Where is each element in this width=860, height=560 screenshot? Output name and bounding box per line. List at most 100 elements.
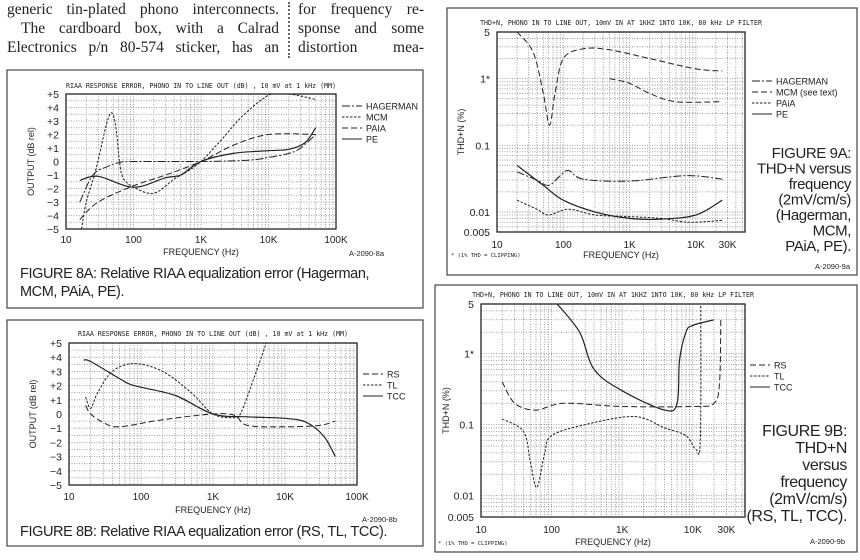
y-tick-label: +4 [50,352,62,364]
x-tick-label: 10 [491,240,503,251]
x-tick-label: 100K [324,235,348,246]
legend-label: RS [387,370,400,380]
series-line-mcm-see-text- [516,32,723,126]
x-tick-label: 1K [616,525,629,536]
article-line: sponse and some [298,20,424,37]
legend-label: PAiA [776,99,795,109]
x-tick-label: 100 [133,492,150,503]
grid [66,94,336,229]
legend-label: HAGERMAN [776,77,828,87]
x-tick-label: 30K [718,525,736,536]
figure-code: A-2090-9b [810,537,845,546]
y-tick-label: +3 [50,366,62,378]
figure-frame [6,69,424,309]
article-line: The cardboard box, with a Calrad [21,20,279,37]
y-tick-label: 5 [484,27,490,39]
plot-area [480,303,746,518]
series-line-mcm-see-text- [609,78,723,103]
figure-caption: (Hagerman, [776,207,851,224]
series-line-hagerman [516,169,723,186]
legend-label: RS [774,361,787,371]
figure-caption: PAiA, PE). [785,238,851,255]
series-line-tcc [556,304,715,412]
figure-caption: versus [802,457,847,474]
article-line: for frequency re- [298,1,424,18]
series-line-rs [501,319,722,411]
y-tick-label: +2 [47,130,59,142]
fig9b-panel: THD+N, PHONO IN TO LINE OUT, 10mV IN AT … [434,284,858,553]
figure-caption: (2mV/cm/s) [769,491,847,508]
x-axis-label: FREQUENCY (Hz) [163,247,239,257]
y-tick-label: +5 [47,89,59,101]
legend-label: TCC [774,383,793,393]
legend-label: PE [776,110,788,120]
y-tick-label: −1 [50,423,62,435]
legend-label: HAGERMAN [366,102,418,112]
series-line-tl [501,304,702,489]
figure-caption: (2mV/cm/s) [778,192,851,209]
x-axis-label: FREQUENCY (Hz) [575,537,651,547]
figure-caption: FIGURE 9A: [772,145,851,162]
x-tick-label: 1K [623,240,636,251]
y-tick-label: 5 [468,299,474,311]
x-tick-label: 100K [345,492,369,503]
figure-caption: THD+N [795,440,847,457]
y-axis-label: THD+N (%) [441,387,451,434]
y-tick-label: 1* [464,349,474,361]
figure-caption: FIGURE 8A: Relative RIAA equalization er… [20,266,369,282]
grid [497,32,745,232]
series-line-tcc [83,359,336,457]
y-tick-label: −3 [50,452,62,464]
chart-title: RIAA RESPONSE ERROR, PHONO IN TO LINE OU… [78,330,348,338]
fig8b-panel: RIAA RESPONSE ERROR, PHONO IN TO LINE OU… [6,319,424,547]
x-tick-label: 1K [207,492,220,503]
x-tick-label: 100 [125,235,142,246]
column-divider [288,2,290,58]
legend-label: PAIA [366,124,386,134]
x-axis-label: FREQUENCY (Hz) [175,505,251,515]
legend-label: MCM (see text) [776,88,838,98]
series-line-paia [516,199,723,223]
y-tick-label: +2 [50,381,62,393]
series-line-pe [79,127,317,188]
figure-caption: frequency [780,474,847,491]
article-column-left: generic tin-plated phono interconnects. … [7,0,279,57]
x-tick-label: 1K [195,235,208,246]
x-axis-label: FREQUENCY (Hz) [583,250,659,260]
series-line-tl [85,343,267,419]
series-line-mcm [81,94,316,229]
x-tick-label: 100 [555,240,572,251]
figure-code: A-2090-8a [349,249,385,258]
x-tick-label: 30K [719,240,737,251]
footnote: * (1% THD = CLIPPING) [438,541,508,547]
figure-caption: (RS, TL, TCC). [747,508,848,525]
y-tick-label: −2 [47,184,59,196]
x-tick-label: 10K [276,492,294,503]
figure-caption: MCM, [813,223,851,240]
figure-caption: frequency [789,176,852,193]
y-axis-label: OUTPUT (dB rel) [26,127,36,196]
plot-area [68,342,358,486]
x-tick-label: 10K [684,525,702,536]
fig9a-panel: THD+N, PHONO IN TO LINE OUT, 10mV IN AT … [446,7,858,276]
y-tick-label: +5 [50,338,62,350]
y-tick-label: 0 [56,409,62,421]
y-tick-label: 0.01 [454,491,475,503]
y-tick-label: −3 [47,197,59,209]
grid [69,343,357,485]
legend-label: MCM [366,113,388,123]
y-tick-label: 0.005 [464,227,490,239]
legend-label: TL [387,381,398,391]
legend-label: TCC [387,392,406,402]
y-axis-label: OUTPUT (dB rel) [28,380,38,449]
figure-caption: FIGURE 8B: Relative RIAA equalization er… [20,524,387,540]
figure-code: A-2090-8b [362,515,397,524]
fig8a-panel: RIAA RESPONSE ERROR, PHONO IN TO LINE OU… [6,69,424,309]
chart-title: THD+N, PHONO IN TO LINE OUT, 10mV IN AT … [480,19,762,27]
y-tick-label: 0.1 [475,140,490,152]
chart-title: THD+N, PHONO IN TO LINE OUT, 10mV IN AT … [472,291,754,299]
y-tick-label: 0 [53,157,59,169]
x-tick-label: 10K [687,240,705,251]
figure-caption: MCM, PAiA, PE). [20,284,124,300]
y-tick-label: −4 [47,211,59,223]
